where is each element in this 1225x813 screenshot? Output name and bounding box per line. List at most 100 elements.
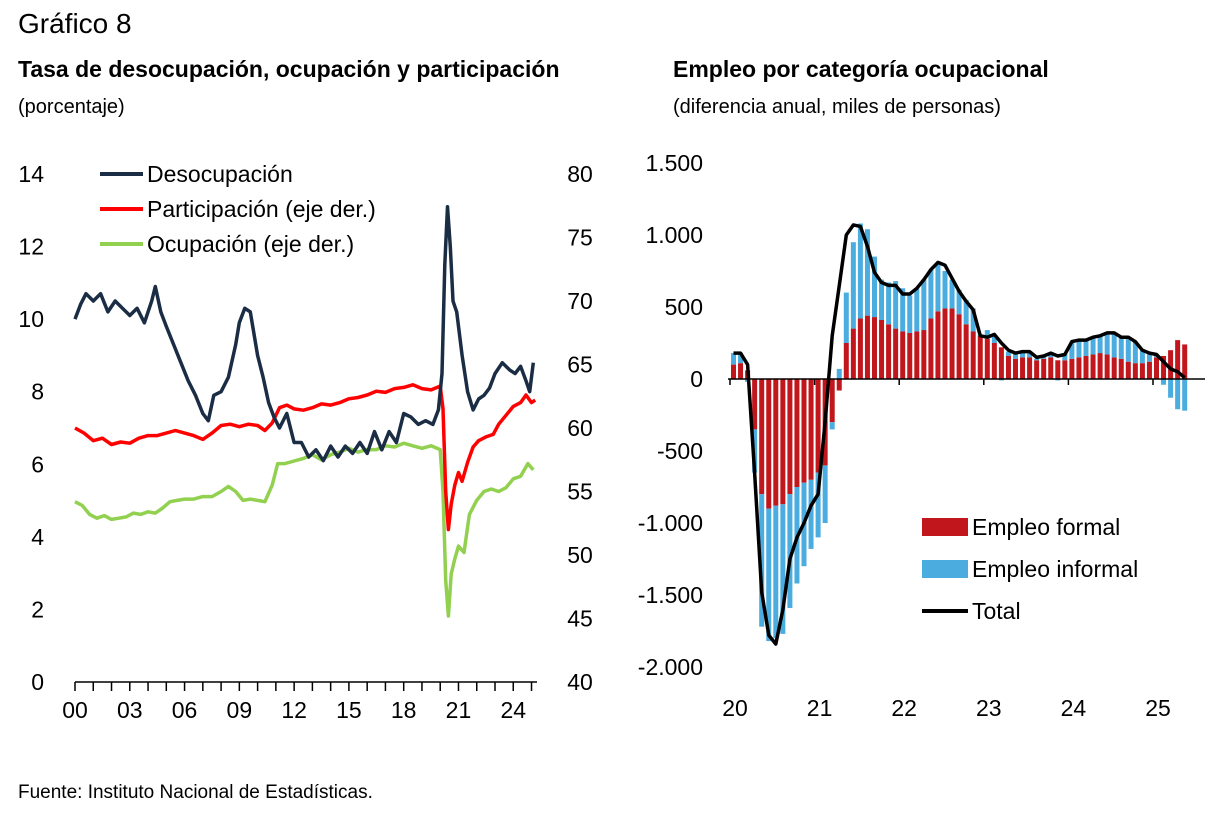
bar-informal: [738, 353, 744, 364]
bar-informal: [773, 505, 779, 639]
left-y-tick-label: 4: [31, 524, 44, 550]
bar-formal: [759, 379, 765, 495]
bar-formal: [773, 379, 779, 506]
bar-formal: [1125, 361, 1131, 379]
bar-informal: [857, 223, 863, 319]
bar-formal: [949, 308, 955, 379]
right-y-tick-label: 55: [567, 479, 593, 505]
right-y-tick-label: 65: [567, 352, 593, 378]
source-note: Fuente: Instituto Nacional de Estadístic…: [18, 782, 373, 803]
bar-informal: [759, 494, 765, 627]
bar-formal: [864, 315, 870, 379]
bar-formal: [1069, 358, 1075, 379]
bar-formal: [1154, 357, 1159, 379]
bar-formal: [766, 379, 772, 509]
bar-informal: [843, 292, 849, 343]
bar-informal: [815, 472, 821, 538]
bar-informal: [1139, 350, 1145, 364]
bar-formal: [1139, 363, 1145, 379]
bar-formal: [836, 379, 842, 391]
bar-informal: [1175, 379, 1181, 410]
right-chart-subtitle: (diferencia anual, miles de personas): [673, 96, 1001, 118]
bar-formal: [984, 338, 990, 379]
bar-formal: [857, 318, 863, 379]
bar-informal: [1182, 379, 1188, 411]
bar-informal: [963, 299, 969, 325]
right-y-tick-label: 50: [567, 542, 593, 568]
bar-informal: [1168, 379, 1174, 398]
bar-formal: [815, 379, 821, 473]
bar-formal: [977, 335, 983, 379]
right-x-tick-label: 25: [1145, 695, 1171, 721]
bar-formal: [1005, 355, 1011, 379]
total-line: [733, 223, 1186, 646]
bar-informal: [1097, 335, 1103, 354]
right-y-tick-label: 60: [567, 415, 593, 441]
bar-formal: [850, 328, 856, 379]
legend-swatch: [922, 518, 968, 536]
bar-formal: [1013, 358, 1018, 379]
bar-informal: [914, 288, 920, 332]
legend-label: Ocupación (eje der.): [147, 231, 354, 257]
left-y-tick-label: 14: [18, 161, 44, 187]
bar-informal: [1132, 341, 1138, 364]
bar-formal: [1034, 360, 1040, 379]
left-x-tick-label: 06: [172, 697, 198, 723]
right-y-tick-label: -2.000: [638, 654, 703, 680]
bar-informal: [1146, 353, 1152, 362]
bar-formal: [963, 324, 969, 379]
bar-informal: [850, 242, 856, 329]
left-chart-subtitle: (porcentaje): [18, 96, 125, 118]
bar-informal: [1048, 353, 1054, 358]
bar-formal: [970, 331, 976, 379]
bar-informal: [872, 256, 877, 318]
right-y-tick-label: -1.500: [638, 582, 703, 608]
bar-informal: [1013, 351, 1018, 359]
right-y-tick-label: 75: [567, 225, 593, 251]
bar-informal: [956, 289, 962, 315]
left-x-tick-label: 12: [281, 697, 307, 723]
legend-label: Participación (eje der.): [147, 196, 376, 222]
left-x-tick-label: 15: [336, 697, 362, 723]
bar-formal: [808, 379, 814, 480]
bar-informal: [1104, 332, 1110, 355]
bar-informal: [935, 262, 941, 312]
bar-informal: [1125, 337, 1131, 362]
bar-formal: [907, 332, 913, 379]
bar-formal: [801, 379, 807, 483]
bar-informal: [984, 330, 990, 339]
bar-informal: [808, 479, 814, 549]
bar-informal: [1076, 341, 1082, 358]
bar-formal: [794, 379, 800, 487]
bar-formal: [1083, 355, 1089, 379]
series-line-1: [74, 383, 537, 532]
bar-formal: [1118, 358, 1124, 379]
right-y-tick-label: 40: [567, 669, 593, 695]
right-x-tick-label: 22: [891, 695, 917, 721]
legend-label: Desocupación: [147, 161, 293, 187]
bar-formal: [1175, 340, 1181, 379]
bar-formal: [1048, 357, 1054, 379]
right-chart-title: Empleo por categoría ocupacional: [673, 56, 1049, 82]
bar-formal: [1161, 355, 1167, 379]
legend-label: Empleo informal: [972, 556, 1138, 582]
left-x-tick-label: 24: [500, 697, 526, 723]
bar-formal: [1062, 360, 1068, 379]
series-line-0: [73, 204, 536, 463]
bar-formal: [1132, 363, 1138, 379]
bar-formal: [780, 379, 786, 505]
bar-informal: [1034, 358, 1040, 361]
bar-informal: [780, 504, 786, 634]
bar-informal: [1090, 337, 1096, 355]
bar-informal: [1111, 332, 1117, 358]
right-y-tick-label: 1.500: [645, 150, 703, 176]
bar-formal: [787, 379, 793, 495]
bar-formal: [991, 343, 997, 379]
bar-formal: [1090, 354, 1096, 379]
bar-informal: [766, 508, 772, 642]
right-y-tick-label: 70: [567, 288, 593, 314]
left-y-tick-label: 6: [31, 451, 44, 477]
bar-informal: [879, 279, 885, 320]
left-y-tick-label: 12: [18, 234, 44, 260]
left-x-tick-label: 00: [62, 697, 88, 723]
